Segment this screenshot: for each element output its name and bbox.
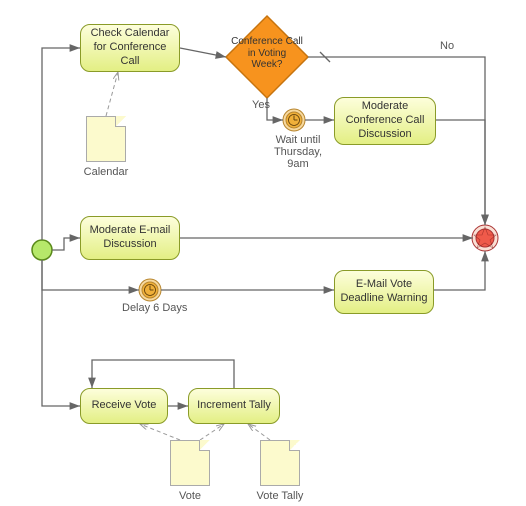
task-label: Increment Tally	[197, 399, 271, 413]
task-label: Moderate Conference Call Discussion	[339, 100, 431, 141]
doc-calendar	[86, 116, 126, 162]
task-moderate-call: Moderate Conference Call Discussion	[334, 97, 436, 145]
assoc-tally	[248, 424, 270, 440]
flow-canvas	[0, 0, 526, 506]
edge-start-delay	[42, 260, 139, 290]
edge-check-gateway	[180, 48, 226, 57]
start-event	[32, 240, 52, 260]
doc-vote-tally	[260, 440, 300, 486]
doc-vote	[170, 440, 210, 486]
edge-start-check	[42, 48, 80, 240]
assoc-vote-receive	[140, 424, 180, 440]
timer-wait-label: Wait until Thursday, 9am	[268, 134, 328, 170]
task-email-warning: E-Mail Vote Deadline Warning	[334, 270, 434, 314]
assoc-calendar	[106, 72, 118, 116]
task-receive-vote: Receive Vote	[80, 388, 168, 424]
assoc-vote-increment	[200, 424, 224, 440]
end-event	[472, 225, 498, 251]
doc-vote-label: Vote	[160, 490, 220, 502]
task-label: E-Mail Vote Deadline Warning	[339, 278, 429, 306]
doc-calendar-label: Calendar	[76, 166, 136, 178]
gateway-label: Conference Call in Voting Week?	[231, 36, 303, 71]
timer-wait-thursday	[283, 109, 305, 131]
task-moderate-email: Moderate E-mail Discussion	[80, 216, 180, 260]
timer-delay-6-days	[139, 279, 161, 301]
timer-delay-label: Delay 6 Days	[122, 302, 202, 314]
edge-start-modemail	[52, 238, 80, 250]
doc-vote-tally-label: Vote Tally	[250, 490, 310, 502]
task-increment-tally: Increment Tally	[188, 388, 280, 424]
edge-label-no: No	[440, 40, 454, 52]
task-label: Moderate E-mail Discussion	[85, 224, 175, 252]
edge-start-receive	[42, 260, 80, 406]
task-check-calendar: Check Calendar for Conference Call	[80, 24, 180, 72]
task-label: Check Calendar for Conference Call	[85, 27, 175, 68]
edge-label-yes: Yes	[252, 99, 270, 111]
edge-increment-loop	[92, 360, 234, 388]
task-label: Receive Vote	[92, 399, 157, 413]
edge-warning-end	[434, 251, 485, 290]
edge-modcall-end	[436, 120, 485, 225]
